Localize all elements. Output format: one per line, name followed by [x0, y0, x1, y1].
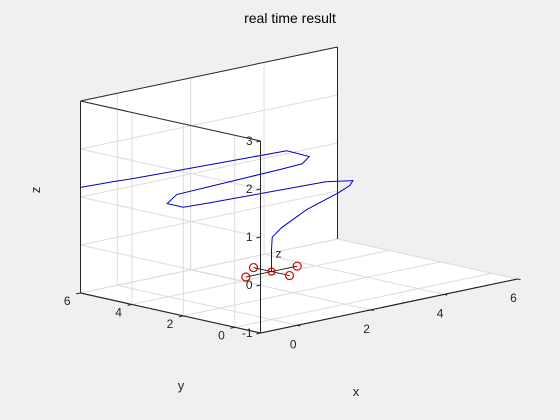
x-tick-mark [443, 293, 448, 296]
x-axis-label: x [353, 384, 360, 399]
z-tick-mark [256, 284, 261, 287]
y-tick-label: 2 [167, 317, 174, 331]
chart-title: real time result [244, 10, 336, 26]
grid-line-y-floor [234, 272, 492, 328]
back-top-edge [80, 46, 338, 102]
grid-line-z-leftwall [80, 148, 261, 190]
z-tick-mark [256, 332, 261, 335]
z-tick-label: 3 [246, 134, 253, 148]
grid-line-z-backwall [80, 190, 338, 246]
grid-line-z-backwall [80, 94, 338, 150]
x-tick-mark [370, 309, 374, 312]
y-axis-line [80, 292, 261, 334]
y-tick-label: 4 [115, 305, 122, 319]
z-tick-label: 0 [246, 278, 253, 292]
y-tick-label: 6 [64, 294, 71, 308]
grid-line-z-leftwall [80, 244, 261, 286]
x-tick-label: 2 [363, 322, 370, 336]
grid-line-z-backwall [80, 238, 338, 294]
z-tick-mark [256, 236, 261, 239]
y-tick-label: 0 [218, 328, 225, 342]
y-tick-mark [230, 326, 235, 329]
y-tick-mark [127, 303, 133, 306]
grid-line-z-backwall [80, 142, 338, 198]
grid-line-y-floor [183, 261, 441, 317]
quadrotor-rotor-1 [241, 272, 251, 282]
x-tick-label: 4 [437, 306, 444, 320]
z-tick-label: -1 [242, 326, 253, 340]
grid-line-x-floor [117, 284, 298, 326]
y-tick-mark [178, 315, 184, 318]
grid-line-x-floor [337, 238, 518, 280]
quadrotor-rotor-2 [248, 262, 259, 273]
y-axis-label: y [178, 378, 185, 393]
z-axis-label: z [28, 187, 43, 194]
z-tick-label: 1 [246, 230, 253, 244]
quadrotor-rotor-0 [292, 261, 302, 271]
axes-3d[interactable]: 0 2 4 6 0 2 4 6 -1 0 1 2 3 z [64, 46, 521, 351]
left-top-edge [80, 100, 261, 142]
z-tick-label: 2 [246, 182, 253, 196]
x-tick-label: 0 [290, 337, 297, 351]
z-tick-mark [256, 140, 261, 143]
quadrotor-axis-label: z [276, 247, 282, 261]
y-tick-mark [75, 292, 81, 295]
trajectory-line-0 [80, 150, 354, 272]
x-axis-line [260, 278, 518, 334]
x-tick-mark [297, 324, 301, 327]
grid-line-x-floor [263, 253, 445, 295]
quadrotor-rotor-3 [284, 270, 295, 281]
x-tick-mark [517, 278, 521, 281]
x-tick-label: 6 [510, 291, 517, 305]
z-tick-mark [256, 188, 261, 191]
grid-line-z-leftwall [80, 196, 261, 238]
